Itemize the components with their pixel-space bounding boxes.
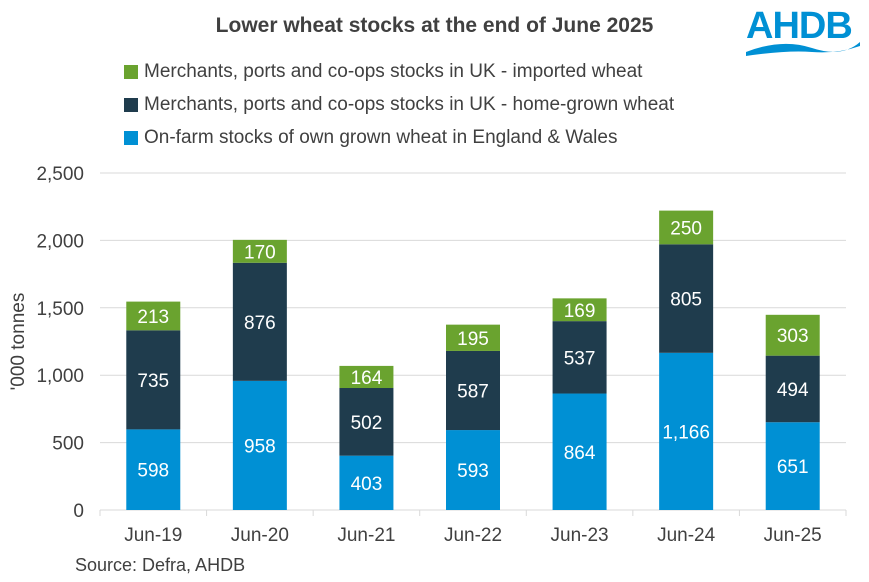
x-tick-label: Jun-25: [764, 525, 822, 546]
bar-segment: [552, 393, 607, 510]
bar-segment: [339, 388, 394, 456]
legend-swatch: [124, 65, 138, 79]
bar-segment: [446, 324, 500, 351]
data-label: 651: [777, 457, 809, 478]
bar-segment: [552, 298, 607, 322]
y-tick-label: 1,500: [36, 299, 84, 320]
data-label: 502: [351, 413, 383, 434]
x-tick-label: Jun-20: [231, 525, 289, 546]
legend-label: On-farm stocks of own grown wheat in Eng…: [144, 127, 618, 148]
data-label: 593: [457, 461, 489, 482]
data-label: 494: [777, 380, 809, 401]
bar-segment: [446, 350, 500, 431]
data-label: 864: [564, 443, 596, 464]
data-label: 303: [777, 326, 809, 347]
bar-segment: [126, 429, 181, 510]
bar-segment: [232, 239, 287, 263]
svg-text:AHDB: AHDB: [746, 5, 852, 47]
legend-swatch: [124, 98, 138, 112]
bar-segment: [126, 330, 181, 430]
legend-item-on-farm: On-farm stocks of own grown wheat in Eng…: [124, 127, 617, 149]
legend-label: Merchants, ports and co-ops stocks in UK…: [144, 94, 675, 115]
data-label: 213: [137, 307, 169, 328]
legend-item-imported: Merchants, ports and co-ops stocks in UK…: [124, 61, 642, 83]
data-label: 170: [244, 242, 276, 263]
legend-swatch: [124, 131, 138, 145]
data-label: 598: [137, 461, 169, 482]
data-label: 587: [457, 381, 489, 402]
legend-label: Merchants, ports and co-ops stocks in UK…: [144, 61, 643, 82]
bar-segment: [765, 355, 820, 423]
bar-segment: [339, 455, 394, 510]
data-label: 1,166: [662, 422, 710, 443]
ahdb-logo: AHDB: [746, 5, 860, 56]
chart-title: Lower wheat stocks at the end of June 20…: [215, 14, 654, 37]
bar-segment: [765, 314, 820, 356]
x-tick-label: Jun-19: [124, 525, 182, 546]
bar-segment: [232, 380, 287, 510]
x-tick-label: Jun-23: [551, 525, 609, 546]
data-label: 958: [244, 436, 276, 457]
data-label: 805: [670, 290, 702, 311]
data-label: 169: [564, 301, 596, 322]
bar-segment: [339, 365, 394, 389]
source-note: Source: Defra, AHDB: [75, 555, 246, 575]
y-axis-label: '000 tonnes: [8, 293, 29, 391]
bar-segment: [552, 321, 607, 394]
y-tick-label: 1,000: [36, 366, 84, 387]
y-tick-label: 500: [52, 434, 84, 455]
x-tick-label: Jun-22: [444, 525, 502, 546]
bar-segment: [232, 262, 287, 381]
bar-segment: [126, 301, 181, 331]
data-label: 537: [564, 348, 596, 369]
data-label: 250: [670, 218, 702, 239]
data-label: 735: [137, 371, 169, 392]
legend-item-home-grown: Merchants, ports and co-ops stocks in UK…: [124, 94, 674, 116]
bar-segment: [765, 422, 820, 510]
data-label: 164: [351, 368, 383, 389]
bar-segment: [446, 430, 500, 510]
y-tick-label: 2,000: [36, 231, 84, 252]
y-tick-label: 0: [73, 501, 84, 522]
data-label: 195: [457, 329, 489, 350]
data-label: 403: [351, 474, 383, 495]
bar-segment: [659, 210, 714, 245]
x-tick-label: Jun-24: [657, 525, 716, 546]
bar-segment: [659, 244, 714, 353]
bar-segment: [659, 352, 714, 510]
y-tick-label: 2,500: [36, 164, 84, 185]
x-tick-label: Jun-21: [337, 525, 395, 546]
data-label: 876: [244, 313, 276, 334]
